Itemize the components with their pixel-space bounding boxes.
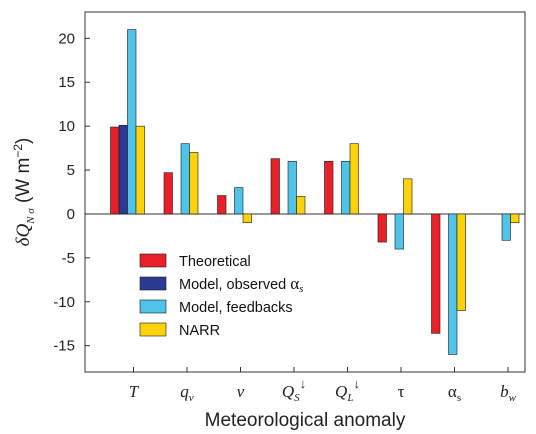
legend-swatch bbox=[139, 276, 167, 291]
legend-swatch bbox=[139, 322, 167, 337]
bars bbox=[110, 29, 520, 372]
x-tick-label: v bbox=[237, 382, 245, 401]
bar bbox=[324, 160, 334, 215]
y-axis-title: δQN σ (W m−2) bbox=[11, 138, 37, 247]
y-tick-label: 0 bbox=[67, 206, 75, 223]
bar bbox=[217, 195, 227, 215]
x-axis-title: Meteorological anomaly bbox=[205, 410, 406, 431]
bar bbox=[189, 152, 199, 215]
bar bbox=[394, 213, 404, 250]
x-tick-label: bw bbox=[500, 382, 517, 404]
bar bbox=[127, 29, 137, 215]
bar bbox=[242, 213, 252, 224]
legend-swatch bbox=[139, 299, 167, 314]
bar bbox=[234, 187, 244, 215]
x-tick-label: QL↓ bbox=[335, 376, 360, 404]
bar bbox=[341, 160, 351, 215]
bar bbox=[163, 172, 173, 215]
y-ticks: -15 -10 -5 0 5 10 15 20 bbox=[53, 30, 90, 355]
bar bbox=[135, 125, 145, 215]
bar bbox=[287, 160, 297, 215]
x-tick-label: QS↓ bbox=[282, 376, 306, 404]
x-tick-label: τ bbox=[398, 382, 405, 401]
x-tick-label: T bbox=[129, 382, 140, 401]
bar bbox=[403, 178, 413, 215]
y-tick-label: 10 bbox=[58, 118, 75, 135]
y-tick-label: -15 bbox=[53, 338, 75, 355]
y-tick-label: 20 bbox=[58, 30, 75, 47]
y-tick-label: -5 bbox=[62, 250, 75, 267]
legend-label: Model, observed αs bbox=[179, 274, 303, 295]
bar bbox=[377, 213, 387, 243]
y-tick-label: 15 bbox=[58, 74, 75, 91]
x-tick-label: qv bbox=[180, 382, 194, 404]
bar bbox=[431, 213, 441, 334]
bar bbox=[118, 124, 128, 215]
legend-swatch bbox=[139, 253, 167, 268]
bar bbox=[456, 213, 466, 311]
bar bbox=[448, 213, 458, 355]
bar bbox=[501, 213, 511, 241]
legend-label: Theoretical bbox=[179, 254, 251, 270]
bar bbox=[510, 213, 520, 224]
bar bbox=[296, 196, 306, 215]
x-tick-label: αs bbox=[448, 382, 461, 404]
plot-frame bbox=[84, 11, 526, 373]
legend-label: Model, feedbacks bbox=[179, 300, 293, 316]
bar bbox=[270, 158, 280, 215]
bar bbox=[180, 143, 190, 215]
y-tick-label: 5 bbox=[67, 162, 75, 179]
bar bbox=[349, 143, 359, 215]
y-tick-label: -10 bbox=[53, 294, 75, 311]
bar bbox=[110, 126, 120, 215]
legend-label: NARR bbox=[179, 323, 220, 339]
legend: Theoretical Model, observed αs Model, feed… bbox=[139, 253, 303, 339]
